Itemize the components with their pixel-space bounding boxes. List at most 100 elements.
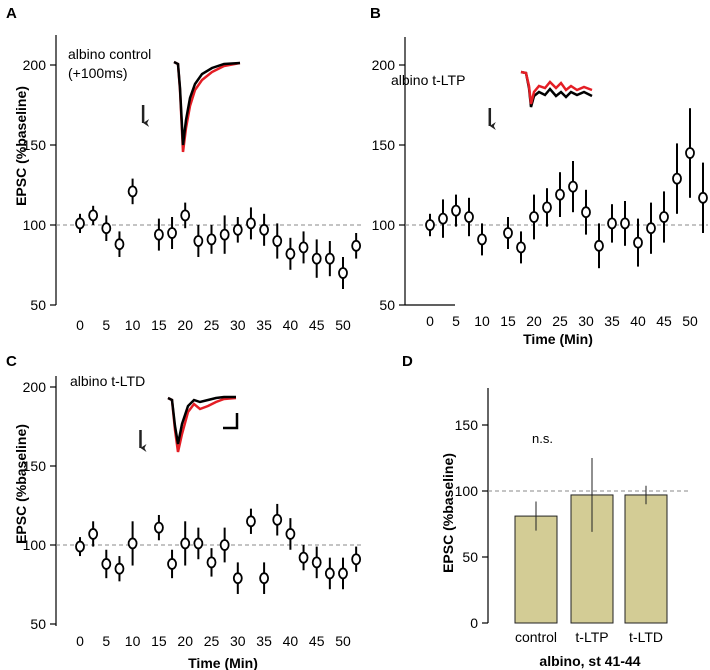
panel-a-x-tick-label: 35 — [256, 317, 272, 333]
panel-c-data-point — [153, 521, 164, 534]
panel-c-data-point — [101, 558, 112, 570]
panel-c-trace-control — [167, 395, 236, 445]
panel-a-plot — [50, 35, 362, 306]
panel-c-x-tick-label: 50 — [335, 633, 351, 649]
panel-a-data-point — [351, 239, 362, 252]
panel-c-x-tick-label: 35 — [256, 633, 272, 649]
panel-c-data-point — [232, 572, 243, 585]
panel-a-data-point — [127, 185, 138, 198]
panel-a-data-point — [259, 223, 270, 236]
panel-c-data-point — [88, 528, 99, 540]
panel-a-data-point — [285, 247, 296, 260]
panel-b-data-point — [633, 236, 643, 249]
panel-c-y-tick-label: 50 — [30, 616, 46, 632]
panel-c-data-point — [311, 556, 322, 569]
panel-b-x-tick-label: 25 — [552, 313, 568, 329]
panel-c-data-point — [180, 537, 191, 550]
panel-b-data-point — [425, 219, 435, 231]
panel-a-x-tick-label: 0 — [76, 317, 84, 333]
panel-c-data-point — [75, 540, 85, 553]
panel-b-data-point — [646, 222, 656, 235]
panel-a-data-point — [219, 228, 230, 241]
panel-a-y-tick-label: 200 — [23, 57, 47, 73]
panel-d-x-axis-title: albino, st 41-44 — [539, 653, 640, 669]
panel-b-x-tick-label: 50 — [682, 313, 698, 329]
panel-b-x-tick-label: 5 — [452, 313, 460, 329]
panel-c-plot — [50, 376, 362, 626]
panel-b-x-tick-label: 30 — [578, 313, 594, 329]
panel-b-data-point — [594, 239, 604, 252]
panel-a-x-tick-label: 30 — [230, 317, 246, 333]
panel-a-trace-control — [173, 60, 241, 146]
panel-c-data-point — [272, 513, 283, 526]
panel-c-data-point — [324, 567, 335, 580]
panel-b-data-point — [503, 227, 513, 239]
panel-b-x-tick-label: 10 — [474, 313, 490, 329]
panel-c-x-tick-label: 45 — [309, 633, 325, 649]
panel-b-data-point — [438, 212, 448, 225]
panel-d-bar — [514, 515, 558, 624]
panel-d-significance-label: n.s. — [532, 431, 553, 446]
panel-a-x-tick-label: 50 — [335, 317, 351, 333]
panel-a-data-point — [206, 233, 217, 246]
panel-d-y-tick-label: 150 — [455, 417, 479, 433]
panel-d-bar-chart — [482, 388, 688, 624]
panel-a-y-axis-title: EPSC (%baseline) — [13, 86, 29, 206]
panel-b-x-tick-label: 35 — [604, 313, 620, 329]
panel-a-data-point — [232, 223, 243, 236]
panel-a-x-tick-label: 20 — [177, 317, 193, 333]
panel-c-data-point — [193, 537, 204, 550]
panel-c-x-tick-label: 10 — [125, 633, 141, 649]
panel-b-plot — [399, 37, 708, 306]
panel-b-data-point — [464, 211, 474, 223]
panel-b-data-point — [672, 172, 682, 185]
panel-a-data-point — [75, 217, 85, 230]
panel-d-category-label: t-LTP — [575, 629, 608, 645]
panel-b-x-tick-label: 15 — [500, 313, 516, 329]
panel-c-y-axis-title: EPSC (%baseline) — [13, 424, 29, 544]
panel-b-x-axis-title: Time (Min) — [523, 331, 593, 347]
panel-b-data-point — [529, 211, 539, 223]
panel-d-bar — [624, 494, 668, 624]
panel-a-annotation: albino control — [68, 46, 151, 62]
panel-letter-b: B — [370, 5, 381, 22]
panel-a-data-point — [246, 217, 256, 230]
panel-a-data-point — [88, 209, 99, 222]
panel-a-y-tick-label: 150 — [23, 137, 47, 153]
panel-letter-c: C — [6, 353, 17, 370]
panel-b-data-point — [620, 217, 630, 230]
panel-c-x-tick-label: 0 — [76, 633, 84, 649]
panel-b-x-tick-label: 20 — [526, 313, 542, 329]
panel-c-data-point — [206, 556, 217, 569]
panel-d-y-axis-title: EPSC (%baseline) — [440, 453, 456, 573]
panel-b-y-tick-label: 50 — [379, 297, 395, 313]
panel-b-data-point — [659, 211, 669, 223]
panel-c-x-tick-label: 40 — [283, 633, 299, 649]
panel-a-data-point — [153, 228, 164, 241]
panel-c-data-point — [285, 528, 296, 540]
panel-d-y-tick-label: 50 — [462, 549, 478, 565]
panel-d-y-tick-label: 0 — [470, 615, 478, 631]
panel-a-data-point — [272, 235, 283, 247]
panel-b-x-tick-label: 45 — [656, 313, 672, 329]
panel-c-inset-traces — [167, 395, 239, 453]
panel-a-x-tick-label: 25 — [204, 317, 220, 333]
panel-c-data-point — [298, 551, 309, 564]
panel-a-x-tick-label: 10 — [125, 317, 141, 333]
panel-a-inset-traces — [173, 60, 241, 153]
panel-a-x-tick-label: 15 — [151, 317, 167, 333]
panel-a-data-point — [311, 252, 322, 265]
panel-b-data-point — [698, 191, 708, 204]
panel-c-data-point — [246, 515, 256, 528]
panel-d-category-label: t-LTD — [629, 629, 663, 645]
panel-a-data-point — [167, 227, 177, 239]
panel-a-data-point — [338, 267, 348, 279]
panel-c-scale-bar — [223, 413, 239, 430]
panel-c-data-point — [338, 567, 348, 580]
panel-c-y-tick-label: 200 — [23, 379, 47, 395]
panel-c-annotation: albino t-LTD — [70, 373, 145, 389]
panel-a-y-tick-label: 50 — [30, 297, 46, 313]
panel-c-x-tick-label: 30 — [230, 633, 246, 649]
panel-c-y-tick-label: 150 — [23, 458, 47, 474]
